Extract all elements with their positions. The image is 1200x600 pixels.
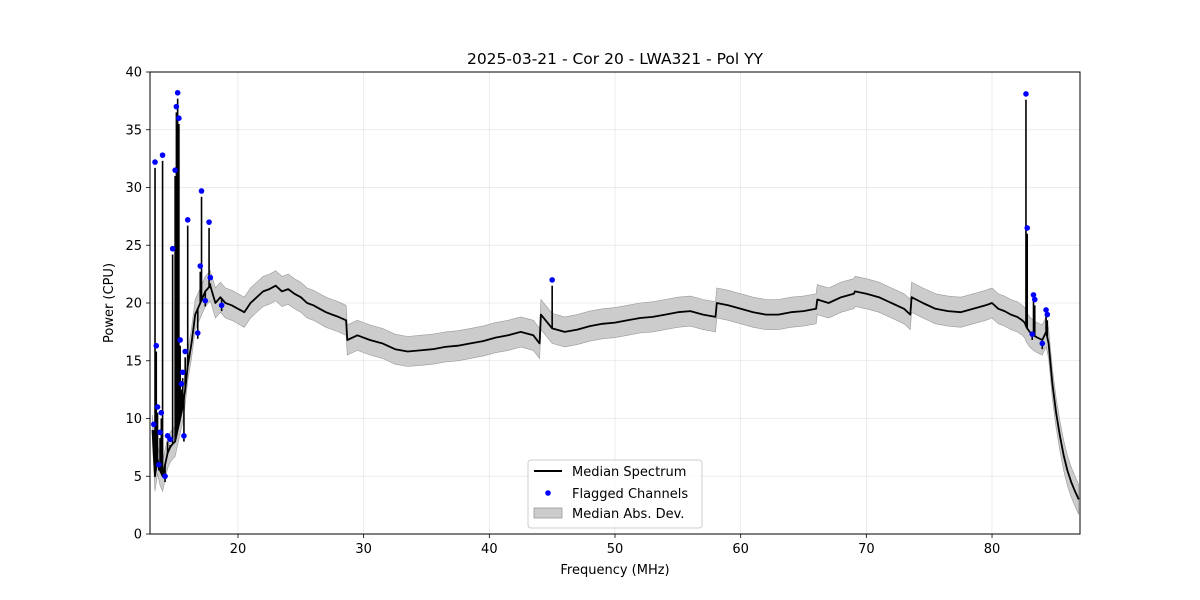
y-tick-label: 5 [134, 470, 142, 485]
y-tick-label: 35 [125, 123, 142, 138]
flagged-point [1043, 307, 1049, 313]
y-tick-label: 40 [125, 66, 142, 81]
flagged-point [1029, 331, 1036, 337]
flagged-point [153, 342, 160, 349]
flagged-point [169, 245, 176, 252]
flagged-point [194, 330, 201, 336]
flagged-point [150, 421, 157, 428]
flagged-point [154, 404, 161, 410]
flagged-point [206, 219, 212, 225]
flagged-point [155, 461, 162, 468]
flagged-point [1030, 292, 1037, 298]
y-tick-label: 10 [125, 412, 142, 427]
x-axis-ticks: 20 30 40 50 60 70 80 [230, 534, 1001, 557]
x-tick-label: 60 [732, 542, 749, 557]
flagged-point [172, 167, 178, 173]
flagged-point [182, 348, 188, 355]
x-axis-title: Frequency (MHz) [560, 563, 669, 578]
y-tick-label: 0 [134, 528, 142, 543]
flagged-point [176, 115, 182, 121]
legend-mad-swatch [533, 507, 563, 519]
flagged-point [173, 103, 180, 110]
flagged-point [152, 159, 158, 165]
flagged-point [167, 436, 173, 443]
x-tick-label: 80 [984, 542, 1001, 557]
flagged-point [1031, 296, 1038, 303]
flagged-point [177, 337, 183, 343]
flagged-point [184, 217, 191, 223]
y-tick-label: 25 [125, 239, 142, 254]
flagged-point [181, 433, 187, 439]
y-axis-title: Power (CPU) [102, 263, 117, 343]
legend-flagged-swatch [545, 490, 551, 496]
chart-title: 2025-03-21 - Cor 20 - LWA321 - Pol YY [467, 50, 764, 68]
y-tick-label: 15 [125, 354, 142, 369]
flagged-point [207, 274, 214, 281]
flagged-point [157, 429, 163, 436]
flagged-point [159, 152, 166, 158]
flagged-point [1024, 225, 1031, 231]
legend-flagged-label: Flagged Channels [572, 487, 688, 502]
flagged-point [158, 409, 165, 416]
flagged-channels [150, 89, 1051, 480]
flagged-point [174, 89, 181, 96]
median-spectrum-line [151, 284, 1080, 500]
x-tick-label: 40 [481, 542, 498, 557]
flagged-point [1044, 311, 1051, 318]
flagged-point [178, 381, 185, 387]
flagged-point [162, 473, 168, 480]
mad-band-area [152, 270, 1079, 515]
flagged-point [202, 297, 209, 304]
flagged-point [1039, 340, 1046, 347]
flagged-point [179, 369, 186, 376]
flagged-point [549, 277, 555, 283]
flagged-point [1023, 91, 1029, 97]
mad-band [152, 270, 1079, 515]
flagged-point [197, 263, 204, 269]
flagged-point [198, 188, 205, 194]
x-tick-label: 50 [607, 542, 624, 557]
flagged-point [218, 302, 225, 309]
x-tick-label: 70 [858, 542, 875, 557]
x-tick-label: 20 [230, 542, 247, 557]
legend-box [527, 459, 703, 529]
legend: Median Spectrum Flagged Channels Median … [527, 459, 703, 529]
y-tick-label: 30 [125, 181, 142, 196]
y-tick-label: 20 [125, 297, 142, 312]
x-tick-label: 30 [355, 542, 372, 557]
legend-median-label: Median Spectrum [572, 465, 686, 480]
y-axis-ticks: 0 5 10 15 20 25 30 35 40 [125, 66, 150, 543]
legend-mad-label: Median Abs. Dev. [572, 507, 684, 522]
